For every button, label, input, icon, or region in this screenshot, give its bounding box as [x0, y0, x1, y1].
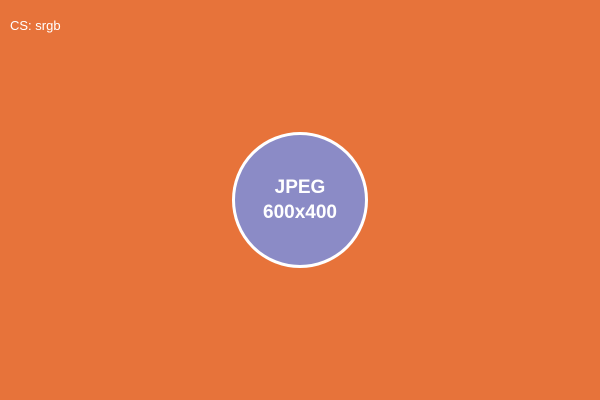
colorspace-label: CS: srgb	[10, 18, 61, 33]
dimensions-label: 600x400	[263, 202, 337, 223]
format-label: JPEG	[274, 177, 326, 198]
format-badge: JPEG 600x400	[232, 132, 368, 268]
